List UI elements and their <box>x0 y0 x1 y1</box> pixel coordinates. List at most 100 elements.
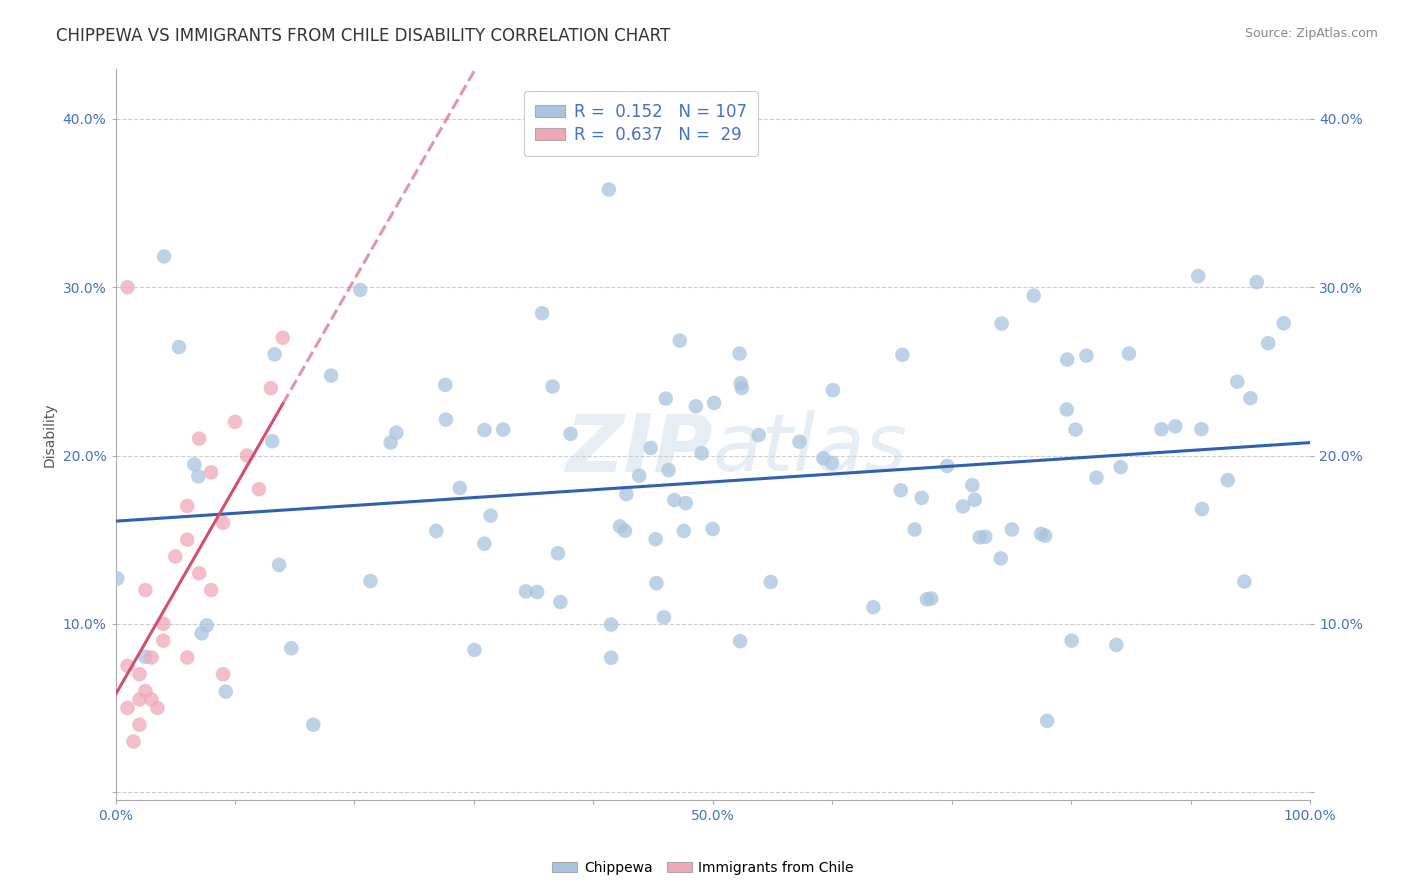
Point <box>1076 349 1098 363</box>
Point <box>963 492 986 507</box>
Point <box>212 667 235 681</box>
Point <box>759 574 782 589</box>
Point <box>1118 346 1140 360</box>
Point <box>359 574 381 588</box>
Point <box>685 400 707 414</box>
Point <box>236 449 259 463</box>
Point <box>1036 714 1059 728</box>
Point <box>200 583 222 598</box>
Point <box>890 483 912 498</box>
Point <box>271 331 294 345</box>
Point <box>645 576 668 591</box>
Point <box>1216 473 1239 487</box>
Point <box>730 376 752 391</box>
Point <box>628 468 651 483</box>
Point <box>526 585 548 599</box>
Text: Source: ZipAtlas.com: Source: ZipAtlas.com <box>1244 27 1378 40</box>
Point <box>1064 423 1087 437</box>
Point <box>134 649 156 664</box>
Point <box>990 551 1012 566</box>
Point <box>911 491 934 505</box>
Point <box>128 717 150 731</box>
Point <box>1022 288 1045 302</box>
Point <box>731 381 754 395</box>
Point <box>1056 352 1078 367</box>
Text: ZIP: ZIP <box>565 410 713 488</box>
Point <box>1272 316 1295 330</box>
Point <box>541 379 564 393</box>
Point <box>479 508 502 523</box>
Point <box>658 463 681 477</box>
Point <box>821 456 844 470</box>
Point <box>141 692 163 706</box>
Point <box>105 572 128 586</box>
Point <box>962 478 984 492</box>
Point <box>188 566 211 581</box>
Point <box>728 346 751 360</box>
Point <box>134 684 156 698</box>
Point <box>1226 375 1249 389</box>
Point <box>153 250 176 264</box>
Point <box>280 641 302 656</box>
Point <box>176 533 198 547</box>
Point <box>449 481 471 495</box>
Point <box>1105 638 1128 652</box>
Point <box>165 549 187 564</box>
Point <box>560 426 582 441</box>
Point <box>664 493 686 508</box>
Point <box>1239 391 1261 405</box>
Legend: Chippewa, Immigrants from Chile: Chippewa, Immigrants from Chile <box>547 855 859 880</box>
Point <box>936 458 959 473</box>
Point <box>425 524 447 538</box>
Point <box>598 182 620 196</box>
Point <box>1150 422 1173 436</box>
Point <box>702 522 724 536</box>
Point <box>690 446 713 460</box>
Point <box>655 392 678 406</box>
Point <box>672 524 695 538</box>
Point <box>600 617 623 632</box>
Point <box>190 626 212 640</box>
Point <box>728 634 751 648</box>
Legend: R =  0.152   N = 107, R =  0.637   N =  29: R = 0.152 N = 107, R = 0.637 N = 29 <box>524 92 758 156</box>
Text: CHIPPEWA VS IMMIGRANTS FROM CHILE DISABILITY CORRELATION CHART: CHIPPEWA VS IMMIGRANTS FROM CHILE DISABI… <box>56 27 671 45</box>
Point <box>990 317 1012 331</box>
Point <box>215 684 238 698</box>
Point <box>862 600 884 615</box>
Point <box>789 434 811 449</box>
Point <box>616 487 638 501</box>
Point <box>176 650 198 665</box>
Point <box>1056 402 1078 417</box>
Point <box>212 516 235 530</box>
Point <box>188 432 211 446</box>
Point <box>1033 529 1056 543</box>
Point <box>146 701 169 715</box>
Point <box>152 616 174 631</box>
Point <box>134 583 156 598</box>
Point <box>302 717 325 731</box>
Point <box>141 650 163 665</box>
Point <box>920 591 942 606</box>
Point <box>1109 460 1132 475</box>
Point <box>952 500 974 514</box>
Point <box>891 348 914 362</box>
Text: atlas: atlas <box>713 410 907 488</box>
Point <box>183 458 205 472</box>
Point <box>904 523 927 537</box>
Point <box>1257 336 1279 351</box>
Point <box>613 524 636 538</box>
Point <box>703 396 725 410</box>
Point <box>675 496 697 510</box>
Point <box>1233 574 1256 589</box>
Point <box>974 530 997 544</box>
Point <box>492 422 515 436</box>
Point <box>1029 527 1052 541</box>
Point <box>1246 275 1268 289</box>
Point <box>550 595 572 609</box>
Point <box>1191 422 1213 436</box>
Point <box>247 482 270 496</box>
Point <box>821 383 844 397</box>
Point <box>117 658 139 673</box>
Point <box>748 428 770 442</box>
Point <box>195 618 218 632</box>
